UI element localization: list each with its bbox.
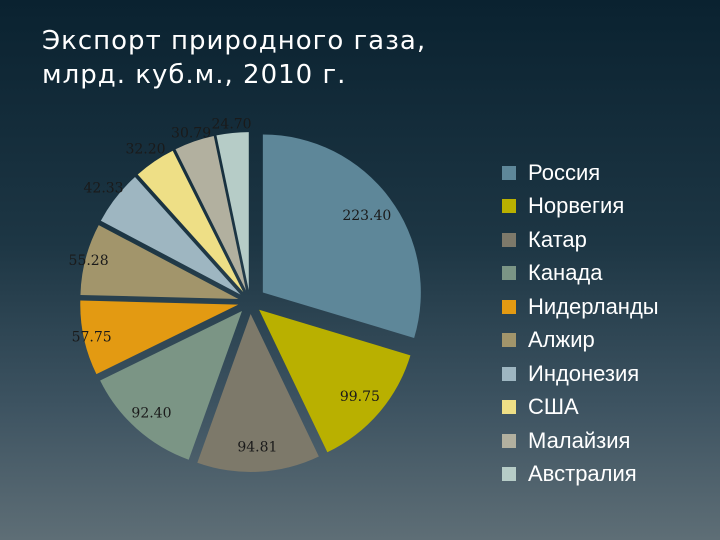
chart-title: Экспорт природного газа, млрд. куб.м., 2… [42, 26, 427, 90]
legend-label: Норвегия [528, 193, 625, 219]
data-label-7: 42.33 [84, 181, 124, 197]
chart-legend: Россия Норвегия Катар Канада Нидерланды Алжир… [502, 156, 712, 491]
legend-item-5: Нидерланды [502, 290, 712, 324]
data-label-10: 24.70 [212, 116, 252, 132]
legend-label: Нидерланды [528, 293, 659, 319]
legend-label: Россия [528, 159, 601, 185]
data-label-5: 57.75 [72, 330, 112, 346]
legend-label: Катар [528, 226, 587, 252]
legend-swatch [502, 165, 516, 180]
legend-swatch [502, 299, 516, 314]
legend-swatch [502, 232, 516, 247]
legend-swatch [502, 266, 516, 281]
legend-swatch [502, 333, 516, 348]
legend-swatch [502, 366, 516, 381]
legend-label: США [528, 394, 579, 420]
pie-slice-3 [197, 313, 319, 472]
legend-label: Индонезия [528, 360, 640, 386]
legend-label: Малайзия [528, 427, 631, 453]
legend-item-2: Норвегия [502, 190, 712, 224]
legend-item-7: Индонезия [502, 357, 712, 391]
legend-item-3: Катар [502, 223, 712, 257]
legend-swatch [502, 467, 516, 482]
pie-slice-5 [80, 300, 239, 375]
legend-label: Канада [528, 260, 603, 286]
legend-item-10: Австралия [502, 458, 712, 492]
data-label-9: 30.79 [171, 125, 211, 141]
pie-slice-7 [100, 177, 241, 295]
pie-slice-2 [259, 309, 411, 453]
legend-item-8: США [502, 391, 712, 425]
legend-label: Алжир [528, 327, 595, 353]
pie-slice-4 [100, 310, 243, 460]
legend-swatch [502, 433, 516, 448]
data-label-3: 94.81 [237, 440, 277, 456]
pie-slice-6 [80, 225, 239, 299]
pie-slice-9 [175, 136, 247, 291]
data-label-2: 99.75 [340, 389, 380, 405]
legend-label: Австралия [528, 461, 637, 487]
pie-slice-1 [262, 134, 421, 338]
data-label-4: 92.40 [131, 405, 171, 421]
data-label-6: 55.28 [69, 253, 109, 269]
legend-swatch [502, 199, 516, 214]
legend-item-9: Малайзия [502, 424, 712, 458]
legend-item-6: Алжир [502, 324, 712, 358]
legend-item-1: Россия [502, 156, 712, 190]
data-label-1: 223.40 [342, 208, 391, 224]
legend-swatch [502, 400, 516, 415]
legend-item-4: Канада [502, 257, 712, 291]
data-label-8: 32.20 [125, 141, 165, 157]
pie-slice-10 [216, 132, 249, 291]
pie-slice-8 [137, 150, 244, 293]
